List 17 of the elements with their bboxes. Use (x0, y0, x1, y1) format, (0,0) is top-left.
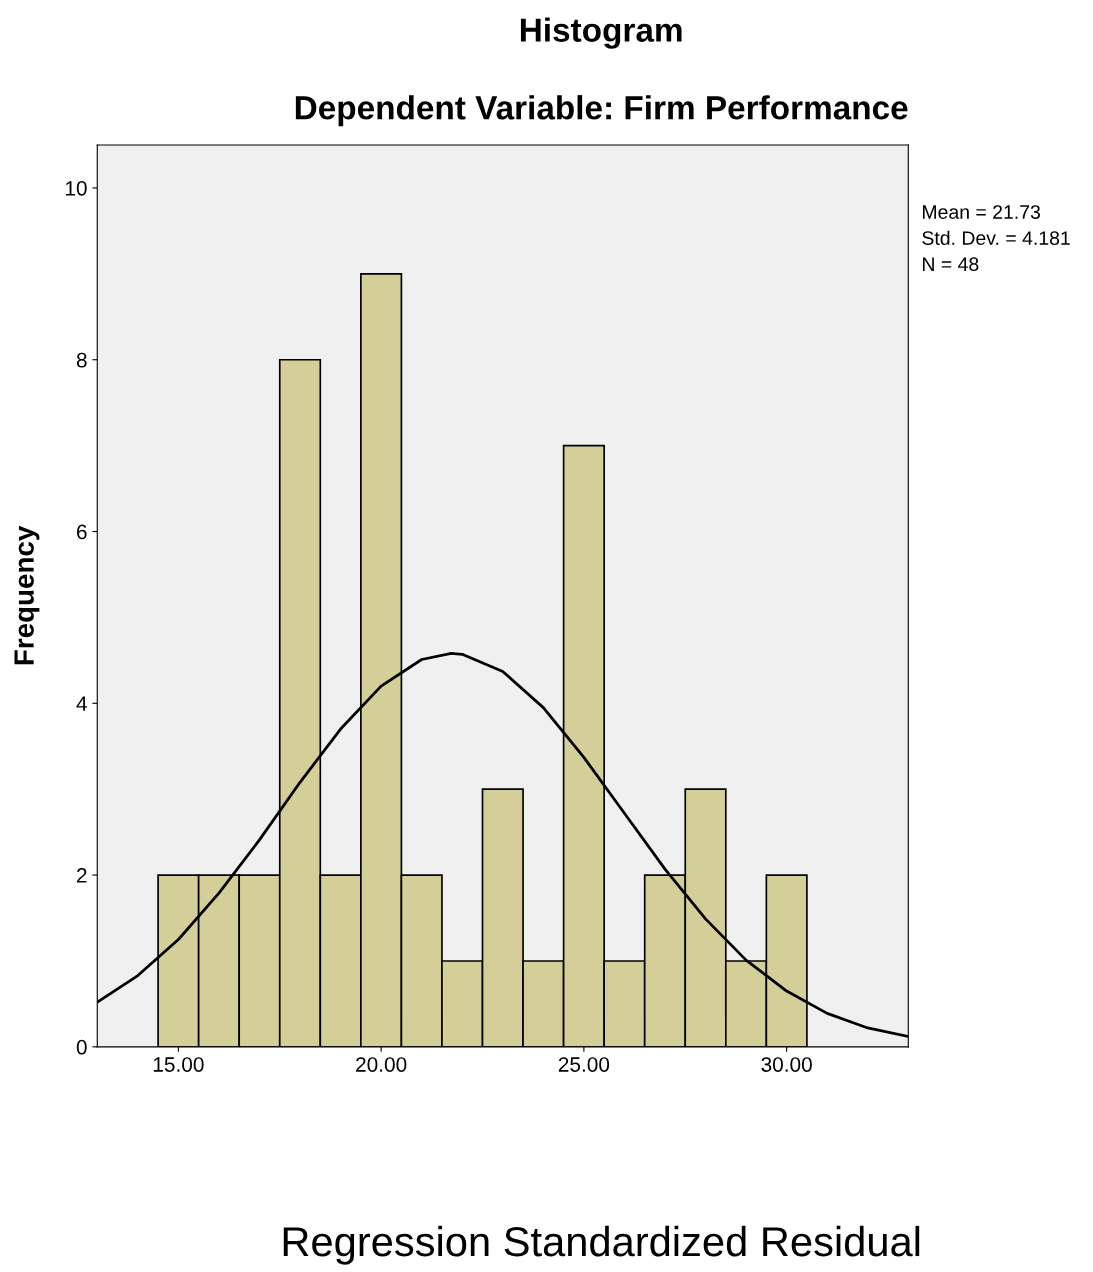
chart-title: Histogram (520, 17, 682, 49)
y-tick-label: 4 (76, 696, 87, 711)
x-tick-label: 15.00 (153, 1057, 204, 1072)
y-axis-title: Frequency (14, 525, 40, 665)
x-axis-title: Regression Standardized Residual (283, 1225, 920, 1265)
x-tick-label: 25.00 (558, 1057, 610, 1072)
x-tick-label: 30.00 (761, 1057, 812, 1072)
y-tick-label: 2 (77, 868, 87, 883)
y-tick-label: 0 (76, 1039, 87, 1055)
text: Std. Dev. = 4.181 (922, 230, 1070, 245)
chart-subtitle: Dependent Variable: Firm Performance (295, 95, 908, 127)
text: N = 48 (922, 257, 979, 272)
y-tick-label: 6 (77, 524, 87, 540)
y-tick-label: 8 (76, 352, 87, 368)
x-tick-label: 20.00 (356, 1057, 407, 1072)
y-tick-label: 10 (65, 180, 87, 196)
text: Mean = 21.73 (922, 205, 1040, 219)
